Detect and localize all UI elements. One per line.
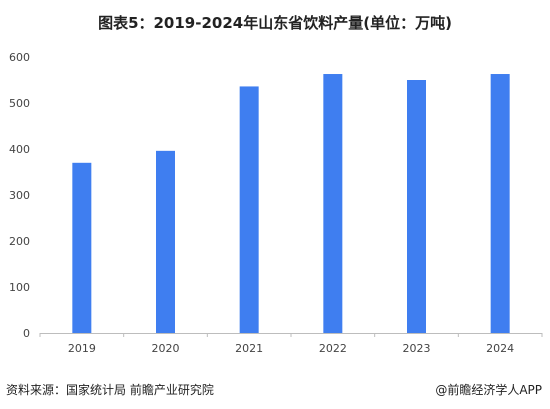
y-tick-label: 100 [9, 281, 30, 294]
chart-title: 图表5：2019-2024年山东省饮料产量(单位：万吨) [98, 14, 452, 32]
x-tick-label: 2020 [152, 342, 180, 355]
y-tick-label: 600 [9, 51, 30, 64]
x-tick-label: 2023 [403, 342, 431, 355]
bar-2024 [490, 74, 510, 334]
bar-2023 [407, 80, 426, 333]
bar-2019 [72, 162, 92, 333]
bar-2022 [323, 74, 343, 334]
bar-2021 [239, 86, 259, 333]
source-note: 资料来源：国家统计局 前瞻产业研究院 [6, 383, 214, 397]
bar-2020 [156, 150, 175, 333]
x-tick-label: 2022 [319, 342, 347, 355]
y-tick-label: 0 [23, 327, 30, 340]
x-tick-label: 2021 [235, 342, 263, 355]
y-tick-label: 500 [9, 97, 30, 110]
y-tick-label: 200 [9, 235, 30, 248]
x-tick-label: 2019 [68, 342, 96, 355]
credit-note: @前瞻经济学人APP [435, 383, 542, 397]
y-tick-label: 300 [9, 189, 30, 202]
y-tick-label: 400 [9, 143, 30, 156]
x-tick-label: 2024 [486, 342, 514, 355]
